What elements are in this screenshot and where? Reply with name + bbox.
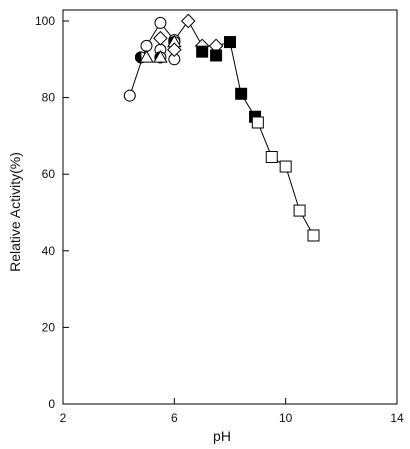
diamond-open-marker [180,13,196,29]
square-open-marker [307,229,320,242]
y-tick-label: 60 [42,167,56,181]
x-tick-label: 10 [279,411,293,425]
square-open-marker [279,160,292,173]
x-axis-ticks: 2 6 10 14 [60,398,404,425]
square-open-marker [265,150,278,163]
circle-half-fill [135,51,142,64]
triangle-open-marker [139,50,154,63]
y-tick-label: 20 [42,320,56,334]
square-open-marker [251,116,264,129]
y-tick-label: 100 [35,14,55,28]
square-filled-marker [235,87,248,100]
x-tick-label: 14 [390,411,404,425]
square-filled-marker [224,36,236,49]
diamond-open-marker [153,30,168,46]
circle-open-marker [140,39,153,52]
y-tick-label: 80 [42,91,56,105]
triangle-open-marker [153,50,168,63]
x-axis-title: pH [213,428,231,444]
circle-open-marker [123,89,136,102]
square-open-marker [293,204,306,217]
y-tick-label: 0 [48,397,55,411]
square-filled-marker [210,49,223,62]
diamond-open-marker [167,42,182,58]
plot-border [62,9,398,405]
x-tick-label: 6 [171,411,178,425]
y-tick-label: 40 [42,244,56,258]
plot-frame [62,9,398,405]
data-points-group [123,13,320,242]
circle-open-marker [154,16,167,29]
square-filled-marker [196,45,209,58]
y-axis-ticks: 0 20 40 60 80 100 [35,14,69,411]
x-tick-label: 2 [60,411,67,425]
y-axis-title: Relative Activity(%) [7,152,23,272]
